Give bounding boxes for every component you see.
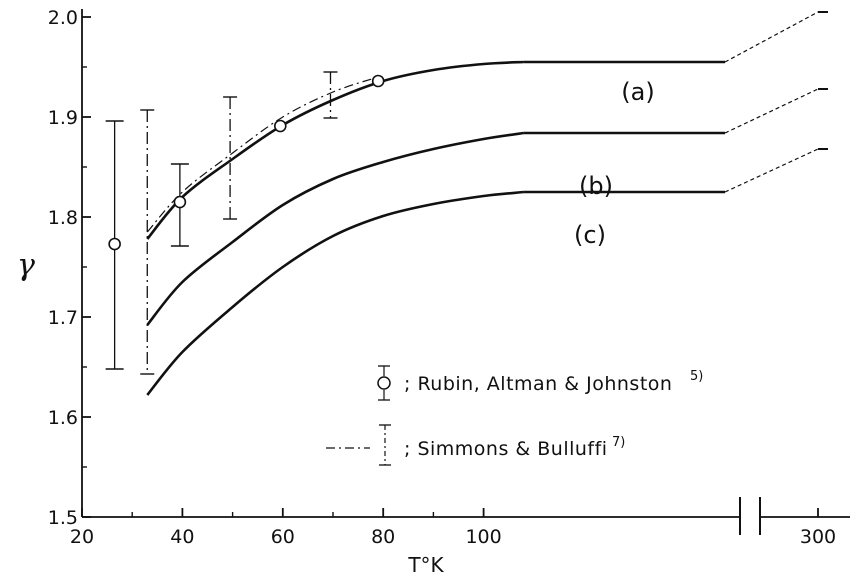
x-tick-label: 60 [271, 526, 295, 548]
y-tick-label: 1.7 [48, 307, 78, 329]
series-line-b [146, 131, 524, 326]
series-line-a [146, 60, 524, 240]
curve-label-b: (b) [579, 172, 613, 200]
series-line-simmons [146, 76, 379, 233]
y-axis-title: γ [17, 248, 35, 283]
axes: 1.5 1.6 1.7 1.8 1.9 2.0 20 40 60 80 100 300 T°K γ [17, 7, 850, 577]
x-tick-label: 80 [371, 526, 395, 548]
legend: ; Rubin, Altman & Johnston 5) ; Simmons & … [326, 365, 703, 466]
series-extension-dashed [724, 88, 819, 134]
rubin-point-circle [273, 119, 287, 133]
legend-label-rubin: ; Rubin, Altman & Johnston [404, 373, 672, 395]
series-extension-dashed [724, 11, 819, 63]
x-tick-label: 300 [800, 526, 836, 548]
curve-label-c: (c) [574, 221, 606, 249]
rubin-point-circle [108, 237, 121, 251]
x-tick-label: 40 [170, 526, 194, 548]
x-tick-label: 100 [465, 526, 501, 548]
data-points [105, 71, 385, 375]
legend-rubin-marker [377, 376, 391, 390]
curve-labels: (a) (b) (c) [574, 78, 655, 249]
y-tick-label: 2.0 [48, 7, 78, 29]
legend-ref-simmons: 7) [612, 435, 625, 450]
legend-ref-rubin: 5) [690, 369, 703, 384]
curve-label-a: (a) [621, 78, 654, 106]
x-axis-title: T°K [407, 553, 444, 577]
y-tick-label: 1.5 [48, 507, 78, 529]
rubin-point-circle [173, 195, 187, 209]
y-tick-label: 1.8 [48, 207, 78, 229]
series-extension-dashed [724, 148, 819, 193]
x-tick-label: 20 [70, 526, 94, 548]
legend-label-simmons: ; Simmons & Bulluffi [404, 438, 608, 460]
curves [146, 11, 828, 396]
series-line-c [146, 190, 524, 396]
y-tick-label: 1.6 [48, 407, 78, 429]
rubin-point-circle [371, 74, 385, 88]
y-tick-label: 1.9 [48, 107, 78, 129]
